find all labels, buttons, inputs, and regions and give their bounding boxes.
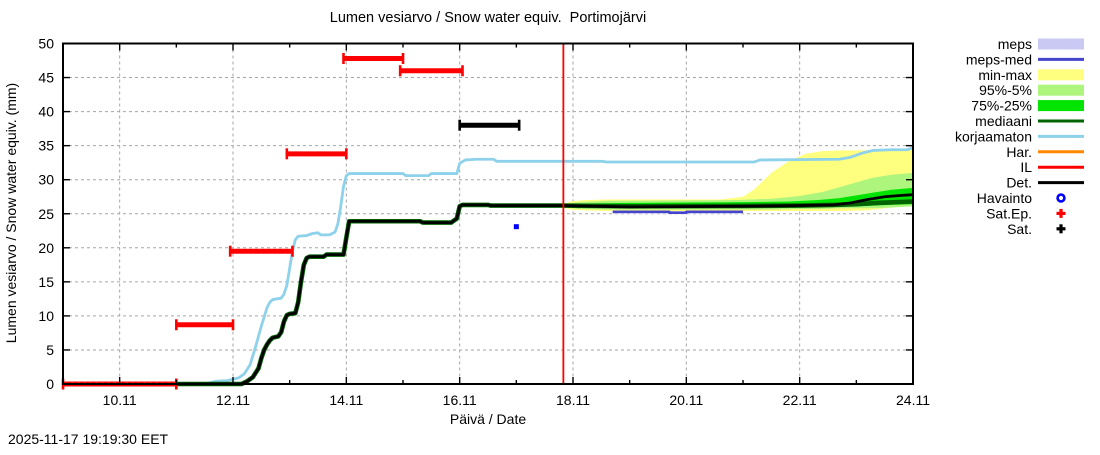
gridlines — [63, 43, 913, 384]
timestamp: 2025-11-17 19:19:30 EET — [8, 431, 169, 447]
x-tick-label-16-11: 16.11 — [443, 392, 477, 408]
legend-swatch-band — [1038, 100, 1084, 112]
x-tick-label-14-11: 14.11 — [329, 392, 363, 408]
legend-item-min-max: min-max — [978, 67, 1084, 83]
axes: 0 5 10 15 20 25 30 35 40 45 50 10.11 12.11 14.11 16.11… — [38, 36, 930, 409]
legend-label-sat-ep: Sat.Ep. — [986, 205, 1032, 221]
legend-item-75-25: 75%-25% — [971, 98, 1084, 114]
x-tick-label-20-11: 20.11 — [669, 392, 703, 408]
legend-label-75-25: 75%-25% — [971, 98, 1032, 114]
series-det — [63, 193, 914, 386]
legend-swatch-band — [1038, 69, 1084, 81]
legend-item-mediaani: mediaani — [975, 113, 1084, 129]
legend-item-meps: meps — [998, 36, 1084, 52]
legend-label-il: IL — [1020, 159, 1032, 175]
y-tick-label-35: 35 — [38, 138, 54, 154]
y-tick-label-0: 0 — [46, 376, 54, 392]
legend-label-sat: Sat. — [1007, 221, 1032, 237]
legend-item-korjaamaton: korjaamaton — [955, 128, 1084, 144]
y-tick-label-45: 45 — [38, 70, 54, 86]
y-tick-label-5: 5 — [46, 342, 54, 358]
x-tick-label-12-11: 12.11 — [216, 392, 250, 408]
segment-sat-ep-3 — [285, 148, 348, 160]
legend: mepsmeps-medmin-max95%-5%75%-25%mediaani… — [955, 36, 1084, 237]
y-tick-label-15: 15 — [38, 274, 54, 290]
legend-item-havainto: Havainto — [977, 190, 1066, 206]
legend-swatch-circle-marker — [1056, 193, 1066, 203]
series-korjaamaton — [63, 146, 914, 386]
legend-label-mediaani: mediaani — [975, 113, 1032, 129]
y-tick-label-50: 50 — [38, 36, 54, 52]
series-lines — [63, 146, 914, 387]
segment-sat-0 — [458, 119, 521, 131]
y-tick-label-25: 25 — [38, 206, 54, 222]
y-axis-label: Lumen vesiarvo / Snow water equiv. (mm) — [3, 83, 19, 343]
x-tick-label-18-11: 18.11 — [556, 392, 590, 408]
legend-label-korjaamaton: korjaamaton — [955, 128, 1032, 144]
legend-swatch-band — [1038, 38, 1084, 50]
legend-item-har: Har. — [1006, 144, 1084, 160]
x-tick-label-10-11: 10.11 — [103, 392, 137, 408]
legend-label-har: Har. — [1006, 144, 1032, 160]
legend-label-havainto: Havainto — [977, 190, 1032, 206]
observation-points — [513, 224, 519, 230]
series-meps-med — [612, 210, 743, 214]
legend-label-det: Det. — [1006, 175, 1032, 191]
series-mediaani — [63, 199, 914, 387]
x-tick-label-22-11: 22.11 — [783, 392, 817, 408]
y-tick-label-30: 30 — [38, 172, 54, 188]
y-tick-label-20: 20 — [38, 240, 54, 256]
segment-sat-ep-1 — [175, 319, 235, 331]
legend-item-sat-ep: Sat.Ep. — [986, 205, 1066, 221]
legend-label-min-max: min-max — [978, 67, 1032, 83]
legend-swatch-band — [1038, 84, 1084, 96]
legend-label-95-5: 95%-5% — [979, 82, 1032, 98]
segment-sat-ep-2 — [228, 245, 294, 257]
chart-title: Lumen vesiarvo / Snow water equiv. Porti… — [330, 10, 646, 26]
x-tick-label-24-11: 24.11 — [896, 392, 930, 408]
legend-label-meps: meps — [998, 36, 1032, 52]
point-havainto — [513, 224, 519, 230]
legend-item-det: Det. — [1006, 175, 1084, 191]
legend-item-95-5: 95%-5% — [979, 82, 1084, 98]
legend-item-meps-med: meps-med — [966, 51, 1084, 67]
y-tick-label-40: 40 — [38, 104, 54, 120]
segment-sat-ep-5 — [398, 65, 464, 77]
segment-sat-ep-4 — [342, 52, 405, 64]
y-tick-label-10: 10 — [38, 308, 54, 324]
legend-item-sat: Sat. — [1007, 221, 1066, 237]
legend-item-il: IL — [1020, 159, 1084, 175]
x-axis-label: Päivä / Date — [450, 411, 526, 427]
legend-label-meps-med: meps-med — [966, 51, 1032, 67]
